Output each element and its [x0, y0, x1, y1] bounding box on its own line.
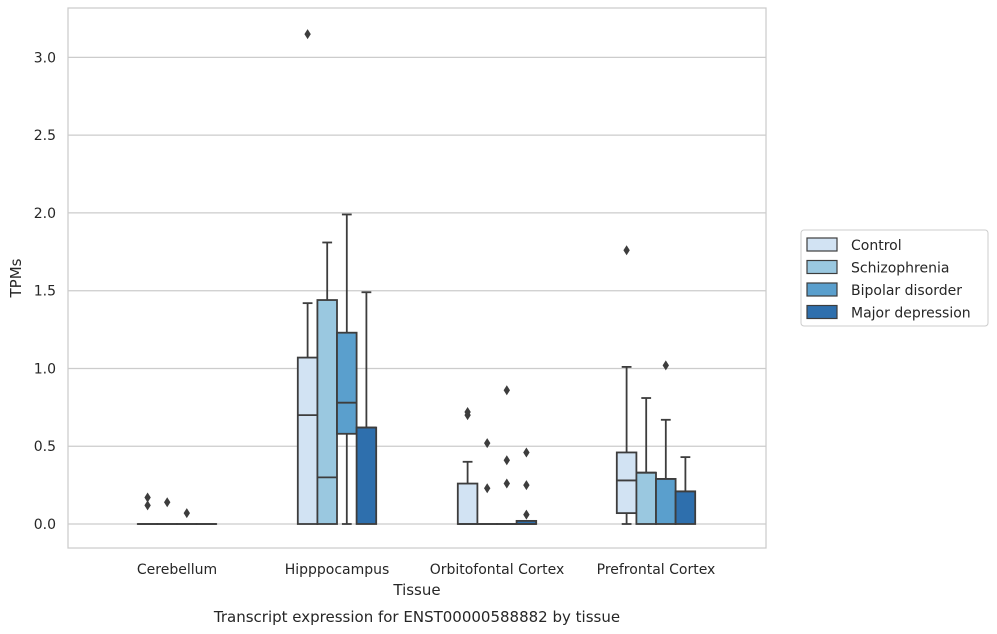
- legend-swatch: [806, 282, 838, 297]
- box-groups: [136, 29, 697, 525]
- outlier-point: [503, 455, 510, 466]
- box: [456, 482, 479, 525]
- box: [296, 356, 319, 525]
- x-tick-label: Prefrontal Cortex: [597, 562, 716, 578]
- box: [336, 331, 358, 435]
- x-axis-ticks: Cerebellum Hipppocampus Orbitofontal Corte…: [137, 562, 715, 578]
- y-tick-label: 0.5: [34, 439, 56, 455]
- box: [655, 477, 677, 525]
- box: [615, 451, 638, 515]
- y-tick-label: 1.0: [34, 361, 56, 377]
- y-tick-label: 0.0: [34, 517, 56, 533]
- x-tick-label: Cerebellum: [137, 562, 217, 578]
- x-axis-title: Tissue: [392, 581, 440, 599]
- box-control: [615, 245, 638, 525]
- x-tick-label: Hipppocampus: [285, 562, 390, 578]
- box-bipolar-disorder: [655, 360, 677, 525]
- legend-swatch: [806, 259, 838, 275]
- outlier-point: [662, 360, 669, 371]
- legend-swatch: [806, 304, 838, 320]
- outlier-point: [144, 492, 151, 503]
- outlier-point: [623, 245, 630, 256]
- box-schizophrenia: [635, 397, 657, 525]
- box: [316, 299, 338, 525]
- y-axis-ticks: 0.0 0.5 1.0 1.5 2.0 2.5 3.0: [34, 50, 56, 533]
- chart-caption: Transcript expression for ENST0000058888…: [213, 608, 620, 626]
- legend-swatch: [806, 237, 838, 252]
- box-schizophrenia: [316, 241, 338, 525]
- outlier-point: [144, 500, 151, 511]
- outlier-point: [523, 447, 530, 458]
- box-major-depression: [515, 447, 538, 525]
- x-tick-label: Orbitofontal Cortex: [430, 562, 565, 578]
- box: [635, 471, 657, 525]
- y-tick-label: 2.0: [34, 206, 56, 222]
- outlier-point: [503, 478, 510, 489]
- legend-frame: [800, 229, 989, 327]
- box-schizophrenia: [476, 438, 498, 525]
- legend-label: Control: [851, 238, 902, 254]
- outlier-point: [164, 497, 171, 508]
- box: [674, 490, 697, 525]
- y-tick-label: 1.5: [34, 284, 56, 300]
- y-tick-label: 3.0: [34, 50, 56, 66]
- box-major-depression: [355, 291, 378, 525]
- box-control: [456, 407, 479, 525]
- outlier-point: [464, 407, 471, 418]
- outlier-point: [484, 438, 491, 449]
- outlier-point: [523, 509, 530, 520]
- outlier-point: [183, 508, 190, 519]
- box-control: [136, 492, 159, 525]
- legend-label: Schizophrenia: [851, 261, 949, 277]
- grid-lines: [68, 56, 766, 525]
- outlier-point: [503, 385, 510, 396]
- legend: Control Schizophrenia Bipolar disorder Majo…: [800, 229, 989, 327]
- box-bipolar-disorder: [336, 213, 358, 525]
- outlier-point: [484, 483, 491, 494]
- plot-area: [67, 7, 767, 549]
- legend-label: Major depression: [851, 306, 971, 322]
- legend-label: Bipolar disorder: [851, 283, 962, 299]
- box: [355, 426, 378, 525]
- outlier-point: [523, 480, 530, 491]
- box-major-depression: [674, 456, 697, 525]
- y-axis-title: TPMs: [7, 258, 25, 298]
- y-tick-label: 2.5: [34, 128, 56, 144]
- outlier-point: [304, 29, 311, 40]
